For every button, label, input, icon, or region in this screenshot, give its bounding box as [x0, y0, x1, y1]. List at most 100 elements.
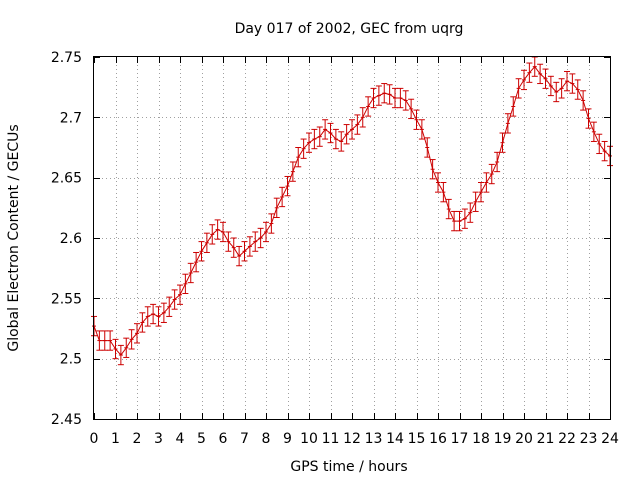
data-point [101, 330, 108, 351]
x-axis-label: GPS time / hours [290, 459, 407, 475]
y-tick-label: 2.45 [51, 412, 82, 428]
data-point [295, 147, 302, 168]
data-point [542, 68, 549, 89]
x-tick-label: 6 [219, 431, 228, 447]
data-point [402, 90, 409, 111]
data-point [408, 98, 415, 120]
x-tick-label: 11 [322, 431, 340, 447]
data-point [107, 330, 114, 351]
y-tick-label: 2.7 [60, 110, 82, 126]
data-point [478, 181, 484, 203]
data-point [499, 132, 506, 153]
plot-frame [93, 56, 611, 420]
data-point [230, 237, 237, 258]
data-point [424, 137, 431, 158]
tick-label-layer: 0 1 2 3 4 5 6 7 8 9 10 11 12 13 14 15 16 17 18 19 20 21 22 23 24… [51, 50, 619, 447]
x-tick-label: 12 [343, 431, 361, 447]
data-point [177, 284, 183, 305]
y-tick-label: 2.6 [60, 231, 82, 247]
data-point [429, 159, 436, 180]
x-tick-label: 2 [133, 431, 142, 447]
data-point [531, 56, 538, 77]
data-point [359, 107, 366, 128]
data-point [504, 113, 511, 134]
data-point [327, 122, 334, 144]
y-tick-label: 2.5 [60, 352, 82, 368]
data-point [521, 69, 527, 91]
chart-title: Day 017 of 2002, GEC from uqrg [235, 21, 464, 37]
data-point [370, 87, 377, 109]
data-point [558, 78, 565, 99]
x-tick-label: 17 [451, 431, 469, 447]
data-point [590, 121, 597, 142]
data-point [392, 87, 398, 109]
y-axis-label: Global Electron Content / GECUs [6, 124, 22, 351]
x-tick-label: 10 [300, 431, 318, 447]
data-point [381, 83, 388, 104]
data-point [564, 70, 570, 92]
data-point [123, 337, 130, 358]
x-tick-label: 7 [240, 431, 249, 447]
grid-layer [94, 57, 610, 419]
data-point [198, 241, 205, 262]
data-point [182, 273, 189, 295]
data-point [510, 96, 517, 117]
data-point [187, 262, 194, 284]
data-point [300, 138, 307, 159]
x-tick-label: 22 [558, 431, 576, 447]
y-tick-label: 2.65 [51, 171, 82, 187]
data-point [171, 289, 178, 310]
data-point [139, 312, 146, 333]
data-point [601, 140, 608, 162]
data-point [273, 197, 280, 218]
data-point [144, 306, 151, 327]
x-tick-label: 15 [408, 431, 426, 447]
data-point [252, 231, 259, 252]
data-point [203, 232, 210, 253]
data-point [166, 296, 173, 317]
data-point [580, 90, 587, 111]
data-point [193, 251, 200, 273]
data-point [338, 131, 345, 152]
y-tick-label: 2.75 [51, 50, 82, 66]
data-point [386, 84, 393, 105]
data-point [456, 210, 463, 232]
data-point [483, 172, 490, 193]
data-point [279, 186, 286, 208]
data-point [494, 151, 501, 173]
data-point [397, 87, 404, 109]
x-tick-label: 8 [262, 431, 271, 447]
x-tick-label: 14 [386, 431, 404, 447]
data-point [435, 172, 441, 193]
data-point [553, 81, 560, 103]
data-point [515, 78, 522, 99]
x-tick-label: 19 [494, 431, 512, 447]
data-point [128, 329, 135, 350]
data-point [209, 224, 216, 245]
x-tick-label: 13 [365, 431, 383, 447]
data-point [365, 96, 372, 117]
x-tick-label: 24 [601, 431, 619, 447]
data-point [306, 132, 312, 153]
data-point [375, 85, 382, 106]
x-tick-label: 5 [197, 431, 206, 447]
data-point [220, 221, 226, 243]
data-point [150, 303, 157, 325]
data-point [574, 79, 581, 100]
data-point [349, 119, 355, 140]
data-point [526, 62, 533, 83]
data-point [585, 108, 592, 129]
data-point [257, 227, 264, 249]
data-point [332, 128, 339, 150]
data-point [343, 124, 350, 145]
data-point [214, 219, 221, 240]
data-point [461, 208, 468, 229]
data-point [134, 323, 140, 344]
data-point [96, 330, 103, 351]
x-tick-label: 9 [283, 431, 292, 447]
data-point [311, 128, 318, 150]
data-layer [91, 56, 613, 366]
data-point [472, 191, 479, 212]
data-point [440, 181, 447, 203]
